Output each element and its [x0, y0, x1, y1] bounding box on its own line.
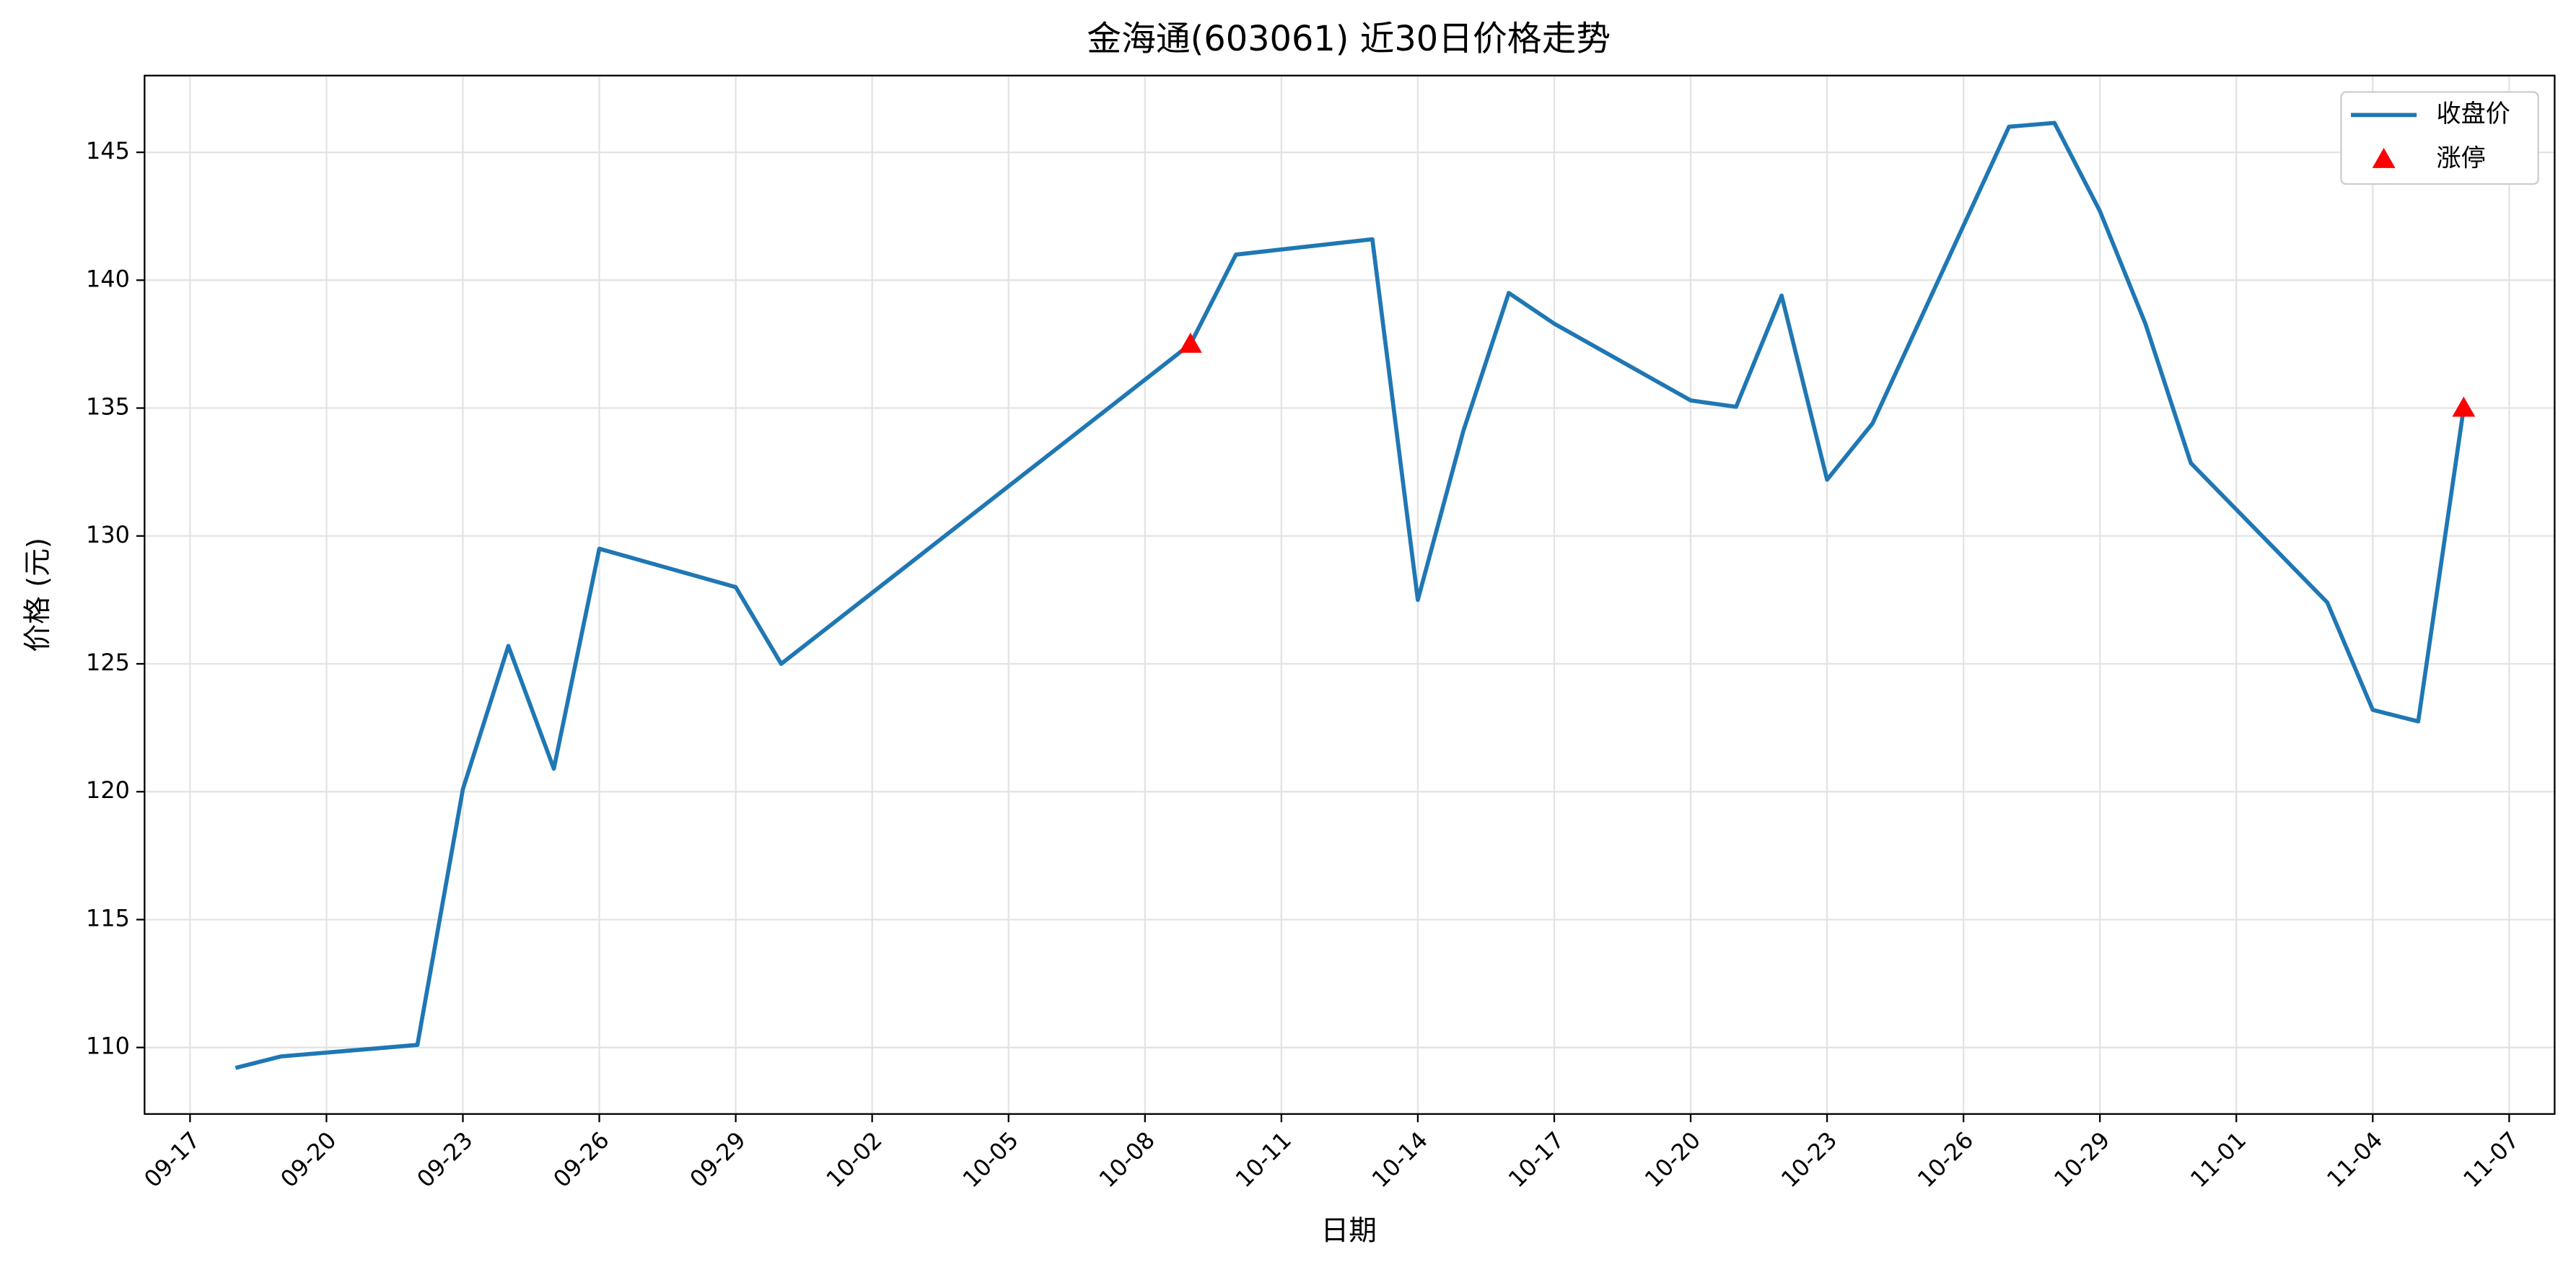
- x-tick-label: 09-26: [548, 1126, 614, 1193]
- x-tick-label: 10-05: [958, 1126, 1024, 1193]
- y-tick-label: 120: [86, 776, 130, 804]
- y-tick-label: 130: [86, 521, 130, 548]
- x-tick-label: 11-01: [2185, 1126, 2251, 1193]
- x-tick-label: 10-14: [1367, 1126, 1433, 1193]
- x-tick-label: 10-23: [1776, 1126, 1842, 1193]
- x-tick-label: 11-07: [2458, 1126, 2524, 1193]
- x-tick-label: 09-23: [411, 1126, 478, 1193]
- plot-frame: [144, 74, 2556, 1115]
- x-tick-label: 10-29: [2049, 1126, 2115, 1193]
- y-tick-label: 125: [86, 649, 130, 676]
- y-tick-label: 115: [86, 904, 130, 932]
- legend-label: 涨停: [2436, 144, 2485, 172]
- x-tick-label: 10-20: [1639, 1126, 1706, 1193]
- x-tick-label: 10-11: [1230, 1126, 1297, 1193]
- x-axis-label: 日期: [1321, 1214, 1377, 1247]
- x-tick-label: 10-17: [1503, 1126, 1569, 1193]
- y-axis-label: 价格 (元): [22, 538, 54, 652]
- x-tick-label: 09-29: [684, 1126, 750, 1193]
- x-tick-label: 11-04: [2321, 1126, 2388, 1193]
- y-tick-label: 135: [86, 393, 130, 421]
- legend-label: 收盘价: [2436, 100, 2510, 128]
- x-tick-label: 09-17: [139, 1126, 205, 1193]
- x-tick-label: 10-26: [1912, 1126, 1979, 1193]
- x-tick-label: 10-08: [1094, 1126, 1160, 1193]
- y-tick-label: 140: [86, 265, 130, 292]
- limit-up-marker: [2452, 396, 2476, 417]
- chart-title: 金海通(603061) 近30日价格走势: [1087, 19, 1611, 59]
- limit-up-marker: [1178, 332, 1202, 353]
- y-tick-label: 110: [86, 1033, 130, 1060]
- x-tick-label: 09-20: [275, 1126, 341, 1193]
- x-tick-label: 10-02: [820, 1126, 887, 1193]
- y-tick-label: 145: [86, 137, 130, 165]
- legend-swatch: [2372, 147, 2396, 168]
- price-line: [235, 121, 2466, 1070]
